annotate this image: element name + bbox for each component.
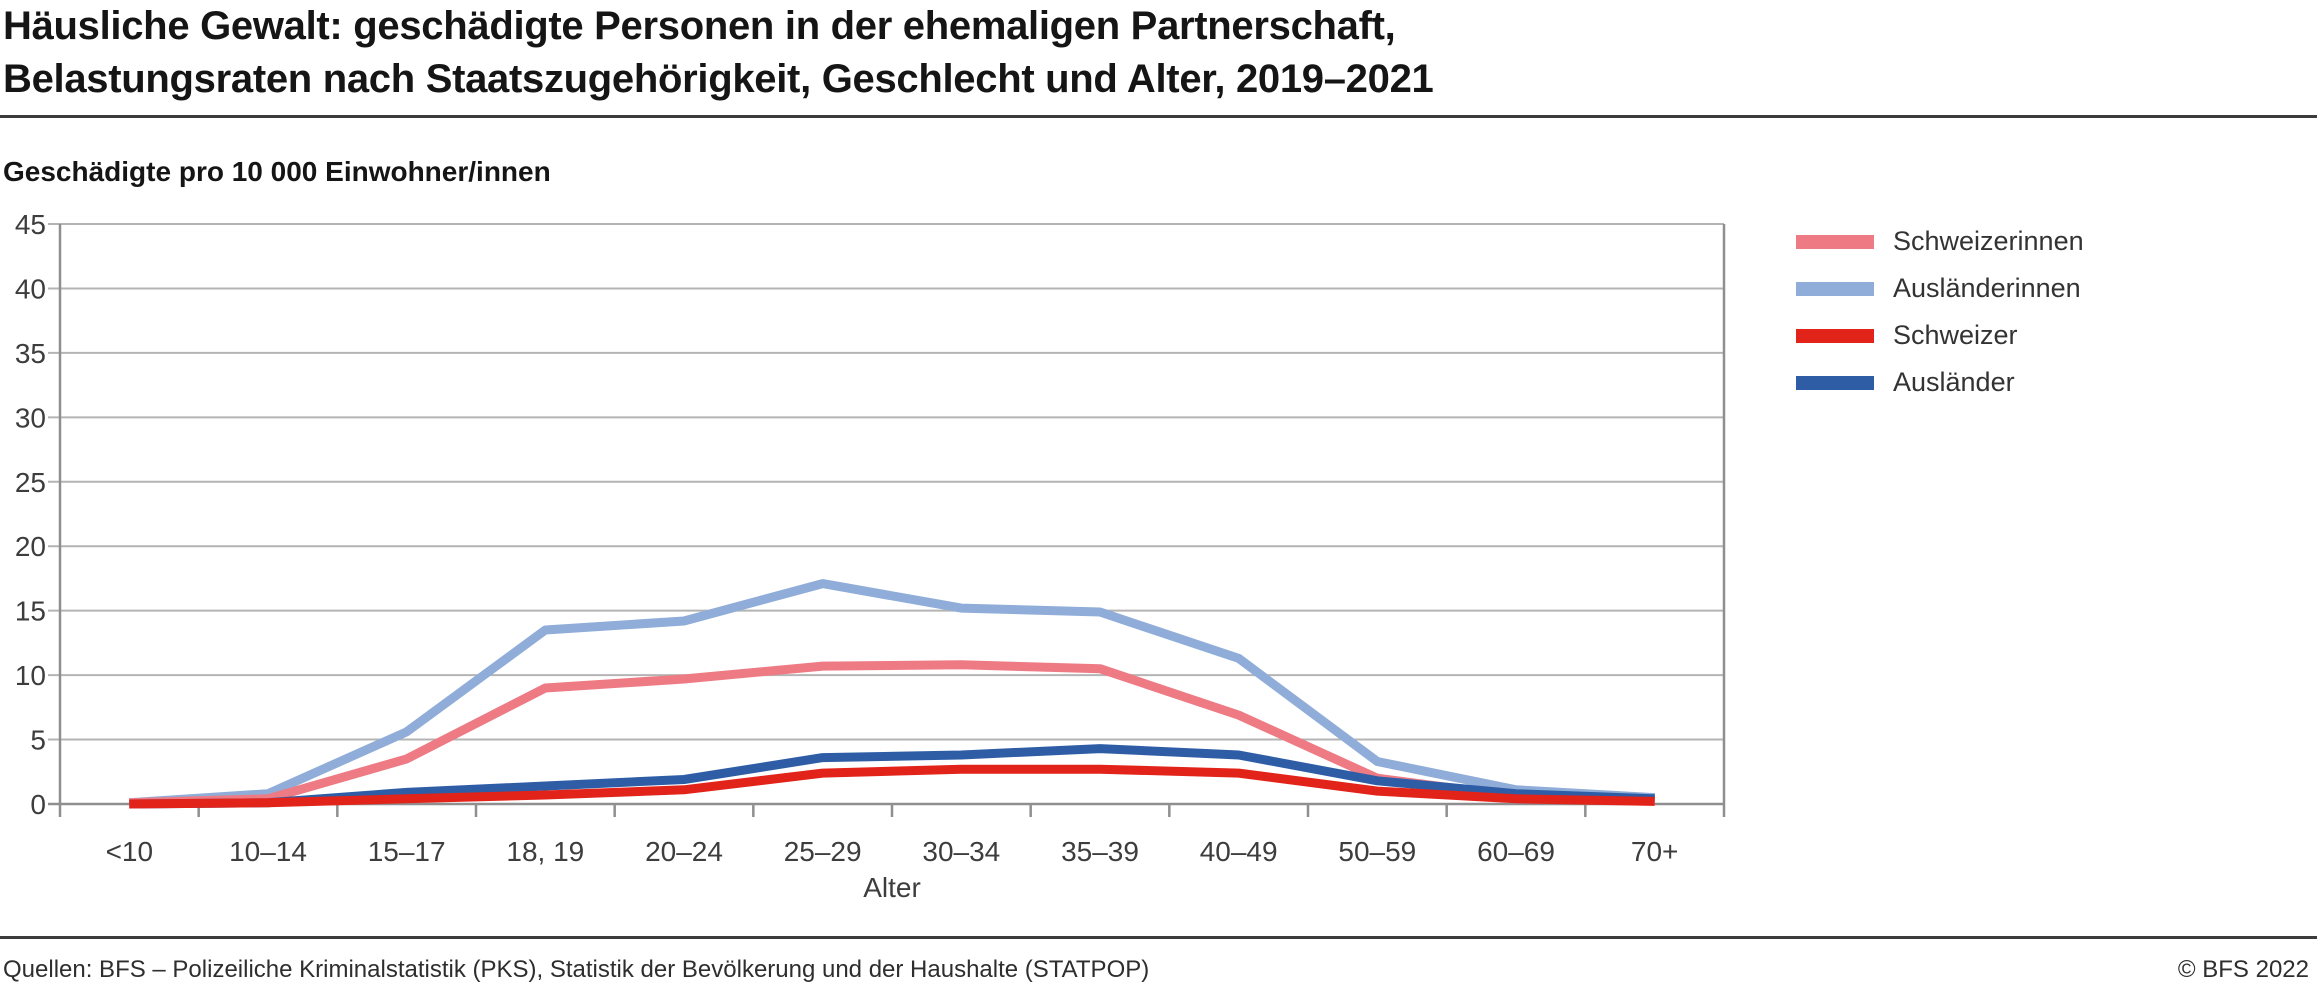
y-axis-tick-label: 30	[15, 402, 46, 433]
y-axis-tick-label: 5	[30, 725, 46, 756]
y-axis-tick-label: 20	[15, 531, 46, 562]
series-line-auslaenderinnen	[129, 579, 1655, 808]
x-axis-tick-label: 60–69	[1477, 836, 1555, 867]
y-axis-tick-label: 10	[15, 660, 46, 691]
page-title: Häusliche Gewalt: geschädigte Personen i…	[3, 0, 1434, 106]
footer-divider	[0, 936, 2317, 939]
y-axis-tick-label: 15	[15, 596, 46, 627]
x-axis-tick-label: 40–49	[1200, 836, 1278, 867]
y-axis-tick-label: 35	[15, 338, 46, 369]
series-line-auslaender	[129, 744, 1655, 809]
x-axis-tick-label: 30–34	[922, 836, 1000, 867]
legend-item-schweizer: Schweizer	[1796, 320, 2084, 350]
y-axis-tick-label: 45	[15, 209, 46, 240]
source-note: Quellen: BFS – Polizeiliche Kriminalstat…	[3, 956, 1150, 983]
legend-label-schweizerinnen: Schweizerinnen	[1893, 226, 2084, 256]
title-line-2: Belastungsraten nach Staatszugehörigkeit…	[3, 57, 1434, 101]
legend-label-schweizer: Schweizer	[1893, 320, 2018, 350]
title-line-1: Häusliche Gewalt: geschädigte Personen i…	[3, 4, 1396, 48]
legend-label-auslaender: Ausländer	[1893, 367, 2015, 397]
x-axis-tick-label: 15–17	[368, 836, 446, 867]
legend-item-auslaenderinnen: Ausländerinnen	[1796, 273, 2084, 303]
legend-swatch-auslaender	[1796, 375, 1874, 390]
legend-swatch-schweizer	[1796, 328, 1874, 343]
title-divider	[0, 115, 2317, 118]
x-axis-tick-label: <10	[106, 836, 154, 867]
legend-swatch-auslaenderinnen	[1796, 281, 1874, 296]
x-axis-tick-label: 20–24	[645, 836, 723, 867]
x-axis-tick-label: 25–29	[784, 836, 862, 867]
x-axis-tick-label: 50–59	[1338, 836, 1416, 867]
x-axis-tick-label: 70+	[1631, 836, 1679, 867]
legend-item-schweizerinnen: Schweizerinnen	[1796, 226, 2084, 256]
y-axis-unit-label: Geschädigte pro 10 000 Einwohner/innen	[3, 156, 551, 187]
line-chart: 0 5 10 15 20 25 30 35 40 45 <10 10–14 15–17 18, 19 20–…	[0, 200, 2317, 912]
copyright-note: © BFS 2022	[2177, 956, 2309, 983]
y-axis-tick-label: 25	[15, 467, 46, 498]
chart-legend: Schweizerinnen Ausländerinnen Schweizer …	[1796, 226, 2084, 416]
legend-swatch-schweizerinnen	[1796, 234, 1874, 249]
x-axis-tick-label: 18, 19	[506, 836, 584, 867]
legend-label-auslaenderinnen: Ausländerinnen	[1893, 273, 2081, 303]
x-axis-tick-label: 10–14	[229, 836, 307, 867]
x-axis-tick-label: 35–39	[1061, 836, 1139, 867]
y-axis-tick-label: 40	[15, 273, 46, 304]
y-axis-tick-label: 0	[30, 789, 46, 820]
legend-item-auslaender: Ausländer	[1796, 367, 2084, 397]
x-axis-title: Alter	[863, 872, 921, 903]
series-line-schweizer	[129, 764, 1655, 809]
chart-canvas: 0 5 10 15 20 25 30 35 40 45 <10 10–14 15–17 18, 19 20–…	[15, 209, 1726, 903]
